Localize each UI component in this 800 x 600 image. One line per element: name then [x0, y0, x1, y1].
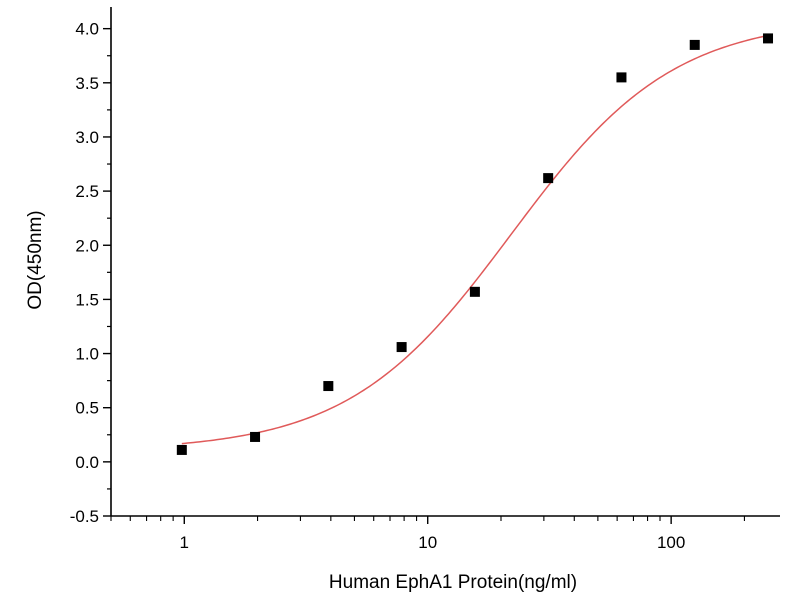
data-point: [689, 39, 700, 50]
x-axis-title: Human EphA1 Protein(ng/ml): [329, 572, 577, 593]
data-point: [323, 381, 334, 392]
data-point: [250, 431, 261, 442]
x-tick-label: 10: [418, 533, 437, 552]
fit-curve-layer: [181, 34, 769, 445]
y-tick-label: 4.0: [75, 20, 99, 39]
y-tick-label: 1.5: [75, 290, 99, 309]
y-tick-label: -0.5: [70, 507, 99, 526]
x-axis: 1 10 100: [110, 516, 745, 552]
y-axis: -0.5 0.0 0.5 1.0 1.5 2.0 2.5 3.0 3.5 4.0: [70, 20, 111, 526]
data-point: [543, 173, 554, 184]
y-tick-label: 3.5: [75, 74, 99, 93]
data-point: [469, 286, 480, 297]
x-tick-label: 1: [180, 533, 189, 552]
x-tick-label: 100: [657, 533, 685, 552]
y-tick-label: 2.5: [75, 182, 99, 201]
y-tick-label: 0.0: [75, 453, 99, 472]
y-tick-label: 1.0: [75, 345, 99, 364]
data-points-layer: [176, 33, 774, 455]
y-tick-label: 2.0: [75, 236, 99, 255]
data-point: [396, 342, 407, 353]
y-tick-label: 0.5: [75, 399, 99, 418]
plot-frame: [110, 7, 780, 517]
y-axis-title: OD(450nm): [25, 210, 46, 309]
data-point: [616, 72, 627, 83]
data-point: [763, 33, 774, 44]
fit-curve: [181, 34, 769, 445]
y-tick-label: 3.0: [75, 128, 99, 147]
data-point: [176, 444, 187, 455]
